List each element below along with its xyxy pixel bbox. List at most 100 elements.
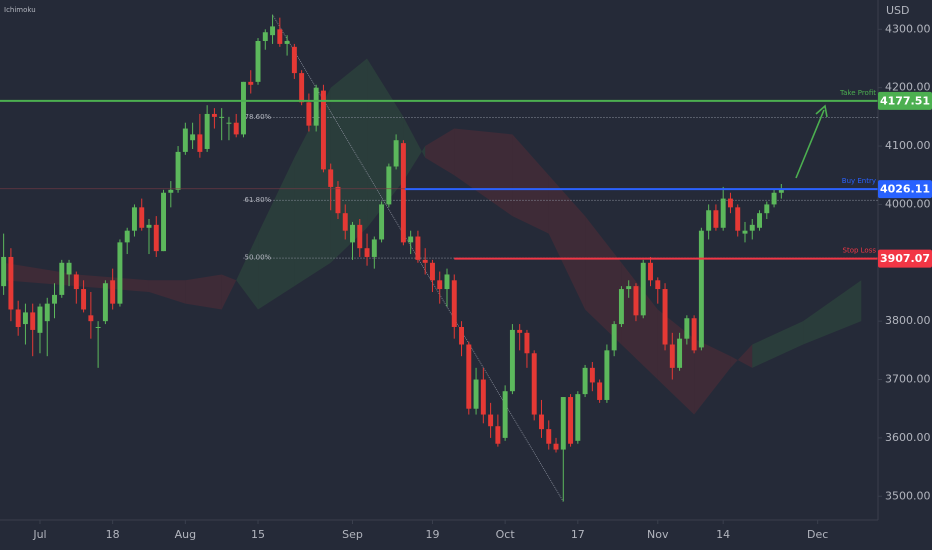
candle-body — [313, 87, 319, 126]
candle-body — [582, 367, 588, 395]
candle-body — [495, 426, 501, 444]
candle-body — [408, 236, 414, 243]
cloud-segment — [803, 280, 862, 345]
candle-body — [1, 256, 7, 287]
candle-body — [270, 26, 276, 36]
candle-body — [691, 318, 697, 351]
candle-body — [284, 40, 290, 44]
candle-body — [655, 280, 661, 290]
candle-body — [444, 274, 450, 290]
candle-body — [15, 309, 21, 327]
candle-body — [568, 397, 574, 444]
candle-body — [161, 192, 167, 252]
x-tick-label: 17 — [571, 528, 585, 541]
cloud-segment — [454, 128, 513, 217]
candle-body — [575, 394, 581, 441]
candle-body — [233, 122, 239, 135]
x-tick-label: Sep — [342, 528, 363, 541]
candle-body — [539, 414, 544, 430]
cloud-segment — [236, 233, 259, 310]
candle-body — [611, 324, 617, 351]
candle-body — [749, 224, 755, 231]
candle-body — [546, 429, 552, 444]
candle-body — [488, 414, 494, 427]
y-tick-label: 4300.00 — [885, 22, 931, 35]
price-tag — [878, 91, 932, 110]
candle-body — [182, 128, 188, 152]
candle-body — [168, 189, 174, 193]
candle-body — [677, 338, 683, 368]
trade-level-label: Take Profit — [839, 89, 876, 97]
trade-level-label: Buy Entry — [842, 177, 876, 185]
cloud-segment — [512, 134, 549, 234]
candle-body — [764, 204, 770, 214]
candle-body — [175, 151, 181, 190]
candle-body — [190, 134, 196, 141]
candle-body — [342, 213, 348, 231]
axis-layer: 4300.004200.004100.004000.003900.003800.… — [32, 22, 932, 541]
candle-body — [335, 186, 341, 214]
candle-body — [640, 262, 646, 316]
candle-body — [110, 280, 116, 304]
candle-body — [66, 262, 72, 275]
candle-body — [451, 280, 457, 327]
candle-body — [117, 242, 123, 304]
x-tick-label: Dec — [807, 528, 828, 541]
y-tick-label: 4000.00 — [885, 197, 931, 210]
candle-body — [778, 188, 784, 193]
candle-body — [44, 303, 50, 322]
price-tag-label: 4177.51 — [880, 94, 930, 107]
x-tick-label: Oct — [496, 528, 516, 541]
candle-body — [22, 312, 28, 325]
x-tick-label: Aug — [175, 528, 196, 541]
candle-body — [480, 379, 486, 415]
candle-body — [371, 239, 377, 257]
candle-body — [589, 367, 595, 383]
candle-body — [255, 40, 261, 82]
cloud-segment — [403, 116, 426, 182]
candle-body — [306, 102, 312, 126]
candle-body — [124, 230, 130, 243]
currency: USD — [886, 4, 910, 17]
fib-label: 78.60% — [244, 113, 271, 121]
price-tag — [878, 180, 932, 199]
price-tag-label: 4026.11 — [880, 183, 930, 196]
candle-body — [742, 230, 748, 234]
cloud-segment — [3, 262, 77, 287]
candle-body — [604, 350, 610, 400]
candle-body — [248, 81, 254, 85]
candle-body — [560, 397, 566, 450]
candle-body — [197, 134, 203, 152]
x-tick-label: 15 — [251, 528, 265, 541]
candle-body — [618, 289, 624, 325]
cloud-segment — [185, 274, 222, 310]
candle-body — [393, 140, 399, 167]
candle-body — [422, 259, 428, 263]
candle-body — [648, 262, 653, 281]
candle-body — [277, 29, 283, 44]
candle-body — [662, 289, 668, 345]
candle-body — [30, 312, 36, 330]
candle-body — [553, 443, 559, 450]
candle-body — [204, 113, 210, 149]
candle-body — [139, 207, 145, 228]
candle-body — [88, 315, 94, 322]
cloud-segment — [548, 175, 586, 310]
candle-body — [473, 379, 479, 409]
candle-body — [437, 280, 443, 290]
y-tick-label: 3700.00 — [885, 373, 931, 386]
trade-level-label: Stop Loss — [843, 247, 877, 255]
candle-body — [146, 224, 152, 228]
candle-body — [626, 286, 632, 290]
cloud-segment — [694, 338, 731, 415]
candle-body — [59, 262, 65, 295]
price-tag — [878, 249, 932, 268]
candle-body — [73, 274, 79, 290]
candle-body — [320, 90, 326, 170]
candle-body — [400, 143, 406, 243]
candle-body — [81, 289, 87, 310]
candle-body — [379, 204, 385, 240]
candle-layer — [1, 14, 784, 502]
candle-body — [669, 344, 675, 368]
